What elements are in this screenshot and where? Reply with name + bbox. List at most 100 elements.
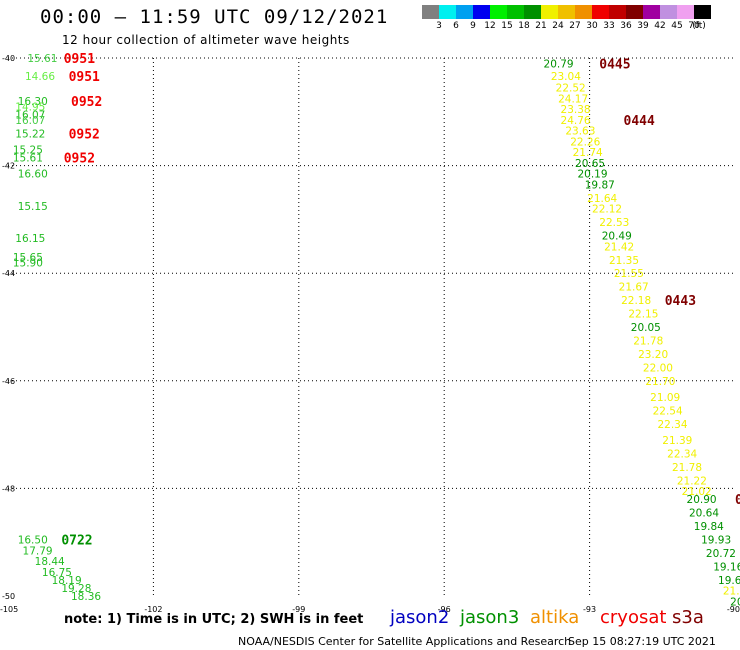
pass-time-label: 0443 [665, 294, 696, 309]
wave-height-value: 21.70 [645, 376, 675, 388]
color-scale-label: 24 [552, 21, 564, 31]
wave-height-value: 22.15 [628, 309, 658, 321]
longitude-tick-label: -102 [144, 605, 162, 614]
pass-time-label: 0444 [624, 114, 655, 129]
color-scale-label: 21 [535, 21, 547, 31]
wave-height-value: 21.42 [604, 241, 634, 253]
satellite-legend-jason2: jason2 [390, 607, 450, 628]
satellite-legend-cryosat: cryosat [600, 607, 667, 628]
credit-line: NOAA/NESDIS Center for Satellite Applica… [238, 635, 572, 648]
satellite-legend-altika: altika [530, 607, 580, 628]
wave-height-value: 20.90 [687, 494, 717, 506]
color-scale-label: 12 [484, 21, 496, 31]
pass-time-label: 0951 [64, 52, 95, 67]
wave-height-value: 21.74 [573, 147, 603, 159]
color-swatch [643, 5, 660, 19]
color-swatch [507, 5, 524, 19]
color-scale-label: 18 [518, 21, 530, 31]
wave-height-value: 16.15 [15, 233, 45, 245]
color-swatch [677, 5, 694, 19]
wave-height-value: 21.67 [619, 282, 649, 294]
color-swatch [626, 5, 643, 19]
color-scale-legend [422, 5, 711, 19]
wave-height-value: 22.12 [592, 204, 622, 216]
latitude-tick-label: -40 [2, 54, 15, 63]
wave-height-value: 20.49 [602, 231, 632, 243]
wave-height-value: 21.2 [723, 586, 740, 598]
pass-time-label: 0952 [71, 95, 102, 110]
wave-height-value: 15.25 [13, 144, 43, 156]
pass-time-label: 0952 [69, 127, 100, 142]
wave-height-value: 21.55 [614, 268, 644, 280]
wave-height-observations: 15.6114.6616.3014.9516.0716.0715.2215.25… [13, 53, 740, 608]
map-subtitle: 12 hour collection of altimeter wave hei… [62, 33, 350, 47]
pass-time-labels: 0951 0951 0952 0952 0952 0722 0445 0444 0443 044 [61, 52, 740, 549]
wave-height-value: 22.00 [643, 362, 673, 374]
color-scale-label: 9 [470, 21, 476, 31]
latitude-tick-label: -44 [2, 269, 15, 278]
wave-height-value: 21.09 [650, 392, 680, 404]
color-swatch [575, 5, 592, 19]
graticule [8, 57, 735, 596]
wave-height-value: 22.18 [621, 295, 651, 307]
wave-height-value: 19.87 [585, 179, 615, 191]
pass-time-label: 0952 [64, 152, 95, 167]
wave-height-value: 19.66 [718, 575, 740, 587]
color-scale-label: 30 [586, 21, 598, 31]
pass-time-label: 0951 [69, 70, 100, 85]
wave-height-value: 15.90 [13, 257, 43, 269]
color-swatch [694, 5, 711, 19]
latitude-tick-label: -50 [2, 592, 15, 601]
wave-height-value: 21.22 [677, 475, 707, 487]
wave-height-value: 22.34 [657, 419, 687, 431]
pass-time-label: 0445 [599, 57, 630, 72]
wave-height-value: 20.79 [544, 58, 574, 70]
satellite-legend-jason3: jason3 [460, 607, 520, 628]
color-scale-label: 6 [453, 21, 459, 31]
satellite-legend-s3a: s3a [672, 607, 704, 628]
wave-height-value: 19.28 [61, 583, 91, 595]
wave-height-value: 16.50 [18, 535, 48, 547]
color-swatch [524, 5, 541, 19]
wave-height-value: 22.52 [556, 83, 586, 95]
wave-height-value: 15.61 [13, 153, 43, 165]
color-scale-label: 15 [501, 21, 513, 31]
wave-height-value: 22.54 [653, 405, 683, 417]
wave-height-value: 17.79 [23, 545, 53, 557]
longitude-tick-label: -96 [438, 605, 451, 614]
color-swatch [660, 5, 677, 19]
wave-height-value: 16.75 [42, 567, 72, 579]
color-swatch [609, 5, 626, 19]
longitude-tick-label: -105 [0, 605, 18, 614]
wave-height-value: 23.38 [561, 104, 591, 116]
latitude-tick-label: -46 [2, 377, 15, 386]
wave-height-value: 20.65 [575, 158, 605, 170]
wave-height-value: 19.93 [701, 535, 731, 547]
wave-height-value: 18.44 [35, 556, 65, 568]
longitude-tick-label: -90 [727, 605, 740, 614]
color-swatch [592, 5, 609, 19]
pass-time-label: 0722 [61, 534, 92, 549]
wave-height-value: 20.19 [577, 169, 607, 181]
color-swatch [439, 5, 456, 19]
color-swatch [422, 5, 439, 19]
wave-height-value: 22.34 [667, 448, 697, 460]
wave-height-value: 19.84 [694, 521, 724, 533]
wave-height-value: 20.64 [689, 508, 719, 520]
wave-height-value: 16.07 [15, 115, 45, 127]
map-title: 00:00 – 11:59 UTC 09/12/2021 [40, 6, 389, 28]
wave-height-value: 24.76 [561, 115, 591, 127]
color-scale-label: 3 [436, 21, 442, 31]
wave-height-value: 16.30 [18, 96, 48, 108]
wave-height-value: 21.78 [672, 462, 702, 474]
color-scale-label: 39 [637, 21, 649, 31]
wave-height-value: 23.63 [565, 126, 595, 138]
wave-height-value: 18.36 [71, 591, 101, 603]
wave-height-value: 15.22 [15, 128, 45, 140]
color-scale-units: (ft) [692, 21, 706, 31]
wave-height-value: 20.05 [631, 322, 661, 334]
color-swatch [456, 5, 473, 19]
latitude-tick-label: -42 [2, 162, 15, 171]
wave-height-value: 23.20 [638, 349, 668, 361]
footer-note: note: 1) Time is in UTC; 2) SWH is in fe… [64, 612, 364, 627]
